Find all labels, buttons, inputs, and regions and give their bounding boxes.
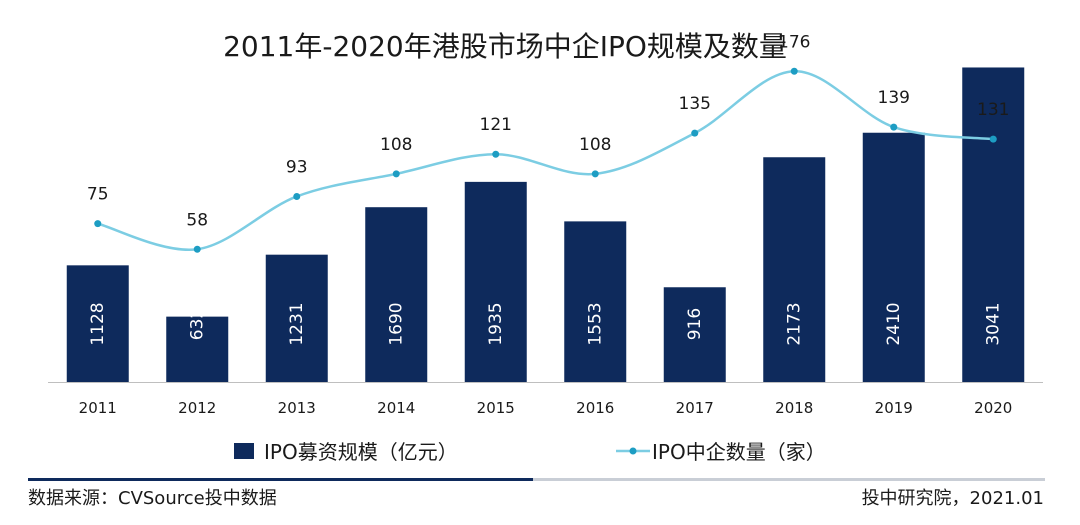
x-tick-2015: 2015 xyxy=(477,399,515,417)
bar-value-2015: 1935 xyxy=(486,302,506,345)
legend-bar-swatch xyxy=(234,443,254,459)
chart: 2011年-2020年港股市场中企IPO规模及数量 1128 632 1231 169… xyxy=(48,30,1043,464)
point-2017 xyxy=(691,129,699,137)
point-2014 xyxy=(392,170,400,178)
x-tick-2012: 2012 xyxy=(178,399,216,417)
bar-2020 xyxy=(962,67,1025,382)
points: 75 58 93 108 121 108 135 176 139 131 xyxy=(87,32,1009,253)
point-value-2011: 75 xyxy=(87,185,109,205)
chart-title: 2011年-2020年港股市场中企IPO规模及数量 xyxy=(223,30,787,63)
footer-brand: 投中研究院，2021.01 xyxy=(861,488,1044,509)
footer-line-light xyxy=(533,478,1045,481)
bar-value-2018: 2173 xyxy=(784,302,804,345)
footer-line-dark xyxy=(28,478,533,481)
point-value-2017: 135 xyxy=(679,94,711,114)
legend-line-marker xyxy=(629,447,637,455)
point-2019 xyxy=(890,123,898,131)
bar-value-2017: 916 xyxy=(685,308,705,340)
point-value-2016: 108 xyxy=(579,135,611,155)
point-2013 xyxy=(293,192,301,200)
point-value-2018: 176 xyxy=(778,32,810,52)
count-line xyxy=(97,70,994,252)
point-value-2014: 108 xyxy=(380,135,412,155)
point-2018 xyxy=(790,67,798,75)
bar-value-2014: 1690 xyxy=(386,302,406,345)
footer-source: 数据来源：CVSource投中数据 xyxy=(28,488,277,509)
bar-2017 xyxy=(663,287,726,382)
bar-value-2011: 1128 xyxy=(88,302,108,345)
bars: 1128 632 1231 1690 1935 1553 916 2173 2410 3041 xyxy=(66,67,1025,382)
x-ticks: 2011 2012 2013 2014 2015 2016 2017 2018 2019 2020 xyxy=(79,399,1013,417)
point-2011 xyxy=(94,220,102,228)
legend-line-label: IPO中企数量（家） xyxy=(652,440,826,464)
bar-2018 xyxy=(763,157,826,382)
bar-2019 xyxy=(862,132,925,382)
bar-value-2012: 632 xyxy=(187,308,207,340)
point-value-2012: 58 xyxy=(186,210,208,230)
point-value-2015: 121 xyxy=(480,115,512,135)
point-value-2019: 139 xyxy=(878,88,910,108)
bar-2014 xyxy=(365,207,428,382)
bar-value-2016: 1553 xyxy=(585,302,605,345)
bar-2013 xyxy=(265,254,328,382)
x-tick-2016: 2016 xyxy=(576,399,614,417)
bar-2012 xyxy=(166,316,229,382)
point-2020 xyxy=(989,135,997,143)
x-tick-2011: 2011 xyxy=(79,399,117,417)
bar-2016 xyxy=(564,221,627,382)
point-2016 xyxy=(591,170,599,178)
bar-value-2019: 2410 xyxy=(884,302,904,345)
point-2015 xyxy=(492,150,500,158)
bar-2011 xyxy=(66,265,129,382)
bar-2015 xyxy=(464,181,527,382)
point-value-2020: 131 xyxy=(977,100,1009,120)
x-tick-2020: 2020 xyxy=(974,399,1012,417)
x-tick-2013: 2013 xyxy=(278,399,316,417)
point-2012 xyxy=(193,245,201,253)
x-tick-2019: 2019 xyxy=(875,399,913,417)
x-tick-2017: 2017 xyxy=(676,399,714,417)
legend: IPO募资规模（亿元） IPO中企数量（家） xyxy=(234,440,826,464)
x-tick-2018: 2018 xyxy=(775,399,813,417)
x-tick-2014: 2014 xyxy=(377,399,415,417)
footer: 数据来源：CVSource投中数据 投中研究院，2021.01 xyxy=(0,478,1080,525)
legend-bar-label: IPO募资规模（亿元） xyxy=(264,440,458,464)
point-value-2013: 93 xyxy=(286,157,308,177)
bar-value-2013: 1231 xyxy=(287,302,307,345)
bar-value-2020: 3041 xyxy=(983,302,1003,345)
